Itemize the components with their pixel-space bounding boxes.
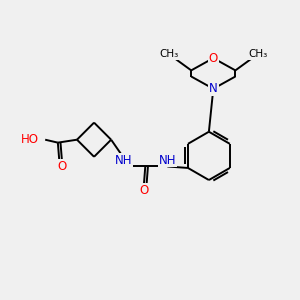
Text: O: O — [57, 160, 66, 173]
Text: NH: NH — [159, 154, 176, 166]
Text: CH₃: CH₃ — [248, 49, 268, 59]
Text: NH: NH — [115, 154, 132, 166]
Text: N: N — [209, 82, 218, 95]
Text: O: O — [209, 52, 218, 64]
Text: HO: HO — [20, 133, 38, 146]
Text: CH₃: CH₃ — [159, 49, 178, 59]
Text: O: O — [139, 184, 148, 197]
